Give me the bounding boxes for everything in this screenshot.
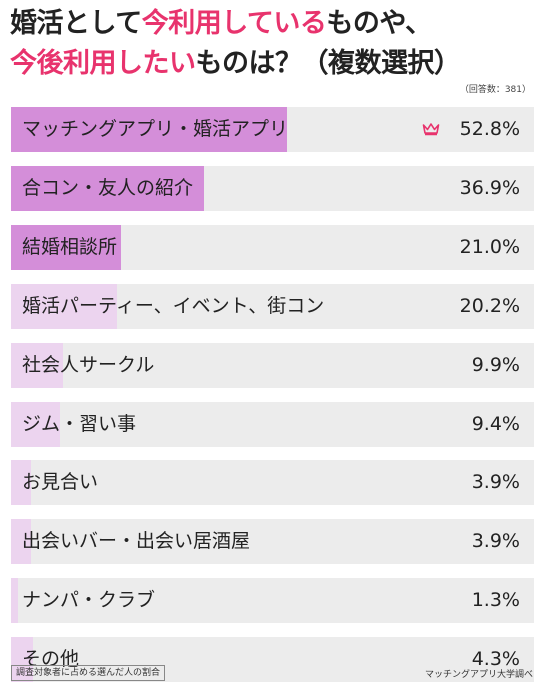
title-text: ものは？（複数選択） bbox=[195, 48, 462, 79]
category-label: 合コン・友人の紹介 bbox=[22, 176, 194, 199]
title-text: 婚活として bbox=[10, 8, 142, 39]
bar-row: その他 4.3% bbox=[11, 637, 534, 683]
category-label: 社会人サークル bbox=[22, 353, 155, 376]
category-label: その他 bbox=[22, 648, 80, 671]
respondent-count: （回答数：381） bbox=[459, 85, 531, 95]
bar bbox=[11, 342, 63, 388]
value-label: 36.9% bbox=[459, 176, 520, 199]
bar bbox=[11, 519, 32, 565]
bar bbox=[11, 107, 288, 152]
bar bbox=[11, 578, 18, 624]
title-highlight: 今利用している bbox=[141, 8, 327, 39]
bar bbox=[11, 165, 204, 211]
bar-row: お見合い 3.9% bbox=[11, 460, 534, 506]
bar-row: マッチングアプリ・婚活アプリ 52.8% bbox=[11, 107, 534, 152]
title-line-1: 婚活として今利用しているものや、 bbox=[10, 4, 535, 44]
category-label: マッチングアプリ・婚活アプリ bbox=[22, 118, 289, 140]
bar-row: 出会いバー・出会い居酒屋 3.9% bbox=[11, 519, 534, 565]
category-label: ナンパ・クラブ bbox=[22, 589, 156, 612]
footer-note: 調査対象者に占める選んだ人の割合 bbox=[11, 665, 166, 681]
value-label: 9.4% bbox=[471, 412, 520, 435]
title-text: ものや、 bbox=[326, 8, 432, 39]
value-label: 3.9% bbox=[471, 471, 520, 494]
category-label: 結婚相談所 bbox=[22, 235, 118, 258]
source-credit: マッチングアプリ大学調べ bbox=[424, 670, 533, 680]
value-label: 20.2% bbox=[459, 294, 520, 317]
category-label: 出会いバー・出会い居酒屋 bbox=[22, 530, 251, 553]
bar-row: 結婚相談所 21.0% bbox=[11, 224, 534, 270]
title-line-2: 今後利用したいものは？（複数選択） bbox=[10, 44, 535, 84]
category-label: 婚活パーティー、イベント、街コン bbox=[22, 294, 325, 317]
value-label: 1.3% bbox=[471, 589, 520, 612]
bar bbox=[11, 401, 61, 447]
value-label: 9.9% bbox=[471, 353, 520, 376]
category-label: お見合い bbox=[22, 471, 99, 494]
bar-row: 社会人サークル 9.9% bbox=[11, 342, 534, 388]
bar-row: 合コン・友人の紹介 36.9% bbox=[11, 165, 534, 211]
value-label: 21.0% bbox=[459, 235, 520, 258]
chart-title: 婚活として今利用しているものや、 今後利用したいものは？（複数選択） bbox=[10, 4, 535, 84]
bar bbox=[11, 283, 117, 329]
bar bbox=[11, 224, 121, 270]
category-label: ジム・習い事 bbox=[22, 412, 137, 435]
value-label: 4.3% bbox=[471, 648, 520, 671]
crown-icon bbox=[422, 123, 440, 136]
bar-row: ナンパ・クラブ 1.3% bbox=[11, 578, 534, 624]
bar-row: ジム・習い事 9.4% bbox=[11, 401, 534, 447]
bar bbox=[11, 637, 34, 683]
title-highlight: 今後利用したい bbox=[10, 48, 196, 79]
value-label: 52.8% bbox=[459, 118, 520, 140]
value-label: 3.9% bbox=[471, 530, 520, 553]
bar-row: 婚活パーティー、イベント、街コン 20.2% bbox=[11, 283, 534, 329]
bar bbox=[11, 460, 32, 506]
